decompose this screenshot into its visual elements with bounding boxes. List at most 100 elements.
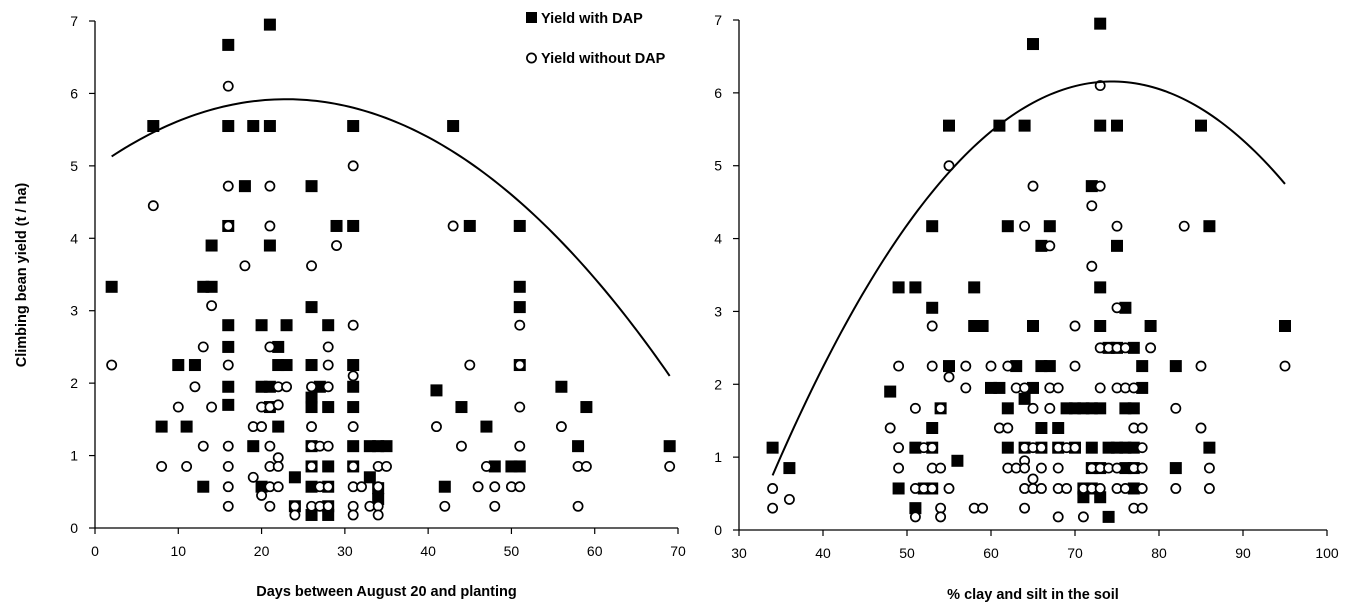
point-with-dap: [1111, 119, 1123, 132]
point-without-dap: [1086, 260, 1098, 272]
point-without-dap: [1077, 511, 1089, 523]
trend-line: [111, 98, 671, 377]
point-with-dap: [288, 471, 301, 484]
point-with-dap: [1094, 119, 1107, 132]
legend: Yield with DAP Yield without DAP: [526, 11, 666, 67]
point-without-dap: [206, 401, 218, 413]
point-without-dap: [1203, 483, 1215, 494]
point-without-dap: [256, 421, 268, 433]
point-without-dap: [960, 382, 972, 394]
x-tick-label: 30: [337, 543, 353, 559]
point-without-dap: [347, 319, 359, 331]
y-tick-label: 3: [70, 303, 78, 319]
point-with-dap: [188, 359, 201, 372]
point-without-dap: [1195, 360, 1207, 372]
point-without-dap: [306, 460, 317, 472]
point-without-dap: [489, 481, 501, 493]
x-tick-label: 50: [504, 543, 520, 559]
point-without-dap: [289, 509, 301, 521]
point-without-dap: [1027, 402, 1039, 414]
point-without-dap: [489, 500, 501, 512]
legend-square-icon: [526, 12, 537, 23]
point-without-dap: [909, 511, 921, 523]
point-without-dap: [322, 440, 334, 452]
point-without-dap: [306, 381, 317, 393]
point-with-dap: [155, 420, 168, 433]
point-without-dap: [1279, 360, 1291, 372]
point-without-dap: [347, 160, 359, 172]
point-with-dap: [1127, 341, 1140, 354]
point-without-dap: [884, 422, 896, 434]
point-without-dap: [1019, 382, 1031, 394]
point-with-dap: [580, 401, 593, 414]
trend-line: [771, 80, 1286, 476]
point-with-dap: [892, 281, 905, 294]
point-with-dap: [380, 440, 393, 453]
point-without-dap: [206, 300, 218, 312]
point-without-dap: [1136, 422, 1148, 434]
point-with-dap: [943, 119, 955, 132]
y-tick-label: 7: [714, 12, 722, 28]
point-with-dap: [1094, 402, 1107, 415]
point-without-dap: [1136, 442, 1148, 454]
point-with-dap: [205, 239, 218, 252]
x-axis-title: % clay and silt in the soil: [947, 587, 1119, 603]
point-without-dap: [514, 359, 526, 371]
point-without-dap: [322, 381, 334, 393]
point-with-dap: [1127, 441, 1140, 454]
point-without-dap: [264, 341, 276, 353]
point-without-dap: [264, 220, 276, 232]
point-without-dap: [943, 371, 955, 383]
point-without-dap: [1002, 360, 1014, 372]
point-with-dap: [463, 219, 476, 232]
point-without-dap: [1052, 511, 1064, 523]
point-with-dap: [1001, 220, 1014, 233]
point-without-dap: [1203, 462, 1215, 474]
point-without-dap: [1170, 483, 1182, 494]
y-tick-label: 5: [70, 158, 78, 174]
x-tick-label: 10: [170, 543, 186, 559]
point-without-dap: [289, 500, 301, 512]
point-without-dap: [222, 80, 234, 92]
point-without-dap: [272, 481, 284, 493]
legend-label-with-dap: Yield with DAP: [541, 11, 643, 27]
point-with-dap: [1001, 402, 1014, 415]
point-with-dap: [430, 384, 443, 397]
chart-panel-clay-silt: 30 40 50 60 70 80 90 100 0 1 2 3 4 5 6 7 % clay and silt…: [714, 12, 1339, 603]
point-with-dap: [663, 440, 676, 453]
point-with-dap: [105, 280, 118, 293]
point-without-dap: [106, 359, 118, 371]
point-without-dap: [1111, 302, 1123, 314]
x-tick-label: 50: [899, 545, 915, 561]
y-tick-label: 4: [70, 230, 78, 246]
point-without-dap: [356, 481, 367, 493]
point-with-dap: [1195, 119, 1207, 132]
point-without-dap: [909, 402, 921, 414]
point-with-dap: [347, 440, 360, 453]
point-with-dap: [322, 508, 335, 521]
point-without-dap: [381, 460, 392, 472]
y-tick-label: 2: [714, 376, 722, 392]
x-tick-label: 60: [587, 543, 603, 559]
point-with-dap: [1127, 482, 1140, 495]
point-with-dap: [1169, 360, 1182, 373]
chart-panel-days: 0 10 20 30 40 50 60 70 0 1 2 3 4 5 6 7 Days between Augu…: [14, 11, 686, 600]
point-with-dap: [222, 380, 235, 393]
x-tick-label: 70: [670, 543, 686, 559]
point-with-dap: [1018, 119, 1031, 132]
point-with-dap: [1035, 422, 1048, 434]
point-with-dap: [909, 502, 922, 515]
point-with-dap: [322, 460, 335, 473]
point-without-dap: [439, 500, 451, 512]
y-tick-label: 0: [70, 520, 78, 536]
point-with-dap: [330, 219, 343, 232]
point-with-dap: [205, 280, 218, 293]
point-with-dap: [305, 508, 318, 521]
point-without-dap: [514, 319, 526, 331]
point-with-dap: [783, 462, 796, 475]
point-with-dap: [909, 441, 922, 454]
point-without-dap: [893, 462, 905, 474]
point-with-dap: [272, 420, 285, 433]
point-with-dap: [147, 120, 160, 133]
point-without-dap: [935, 502, 947, 514]
